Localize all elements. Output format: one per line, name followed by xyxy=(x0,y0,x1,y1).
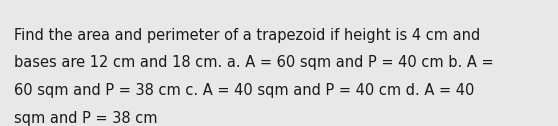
Text: Find the area and perimeter of a trapezoid if height is 4 cm and: Find the area and perimeter of a trapezo… xyxy=(14,28,480,43)
Text: bases are 12 cm and 18 cm. a. A = 60 sqm and P = 40 cm b. A =: bases are 12 cm and 18 cm. a. A = 60 sqm… xyxy=(14,55,494,70)
Text: sqm and P = 38 cm: sqm and P = 38 cm xyxy=(14,111,157,126)
Text: 60 sqm and P = 38 cm c. A = 40 sqm and P = 40 cm d. A = 40: 60 sqm and P = 38 cm c. A = 40 sqm and P… xyxy=(14,83,474,98)
